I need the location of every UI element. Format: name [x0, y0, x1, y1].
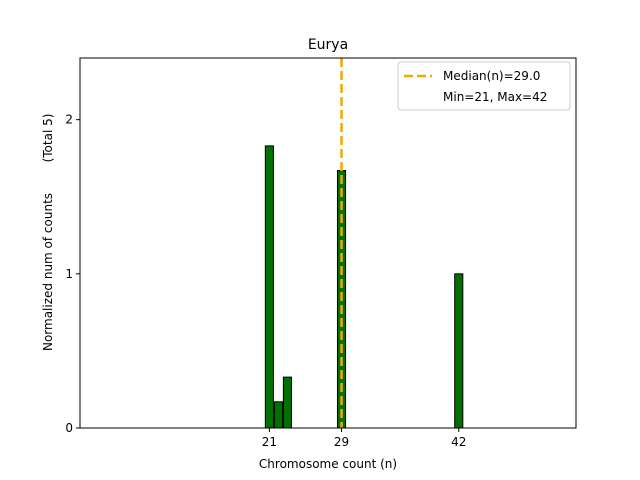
- bar: [282, 376, 292, 429]
- legend: Median(n)=29.0 Min=21, Max=42: [397, 61, 571, 111]
- y-axis-label-total: (Total 5): [41, 114, 55, 163]
- legend-range-label: Min=21, Max=42: [443, 90, 547, 104]
- x-tick-label: 29: [334, 435, 349, 449]
- y-axis-label: Normalized num of counts: [41, 193, 55, 351]
- legend-box: [397, 61, 571, 111]
- x-axis-label: Chromosome count (n): [259, 457, 397, 471]
- bar: [264, 145, 274, 429]
- x-tick-label: 21: [262, 435, 277, 449]
- legend-median-label: Median(n)=29.0: [443, 69, 540, 83]
- y-tick-label: 2: [65, 113, 73, 127]
- plot-area-frame: [79, 57, 577, 429]
- chart-title: Eurya: [308, 37, 348, 53]
- bar: [454, 273, 464, 429]
- y-tick-label: 1: [65, 267, 73, 281]
- bar: [273, 401, 283, 429]
- x-axis-ticks: 21 29 42: [262, 428, 466, 449]
- y-axis-ticks: 0 1 2: [65, 113, 80, 435]
- x-tick-label: 42: [451, 435, 466, 449]
- y-tick-label: 0: [65, 421, 73, 435]
